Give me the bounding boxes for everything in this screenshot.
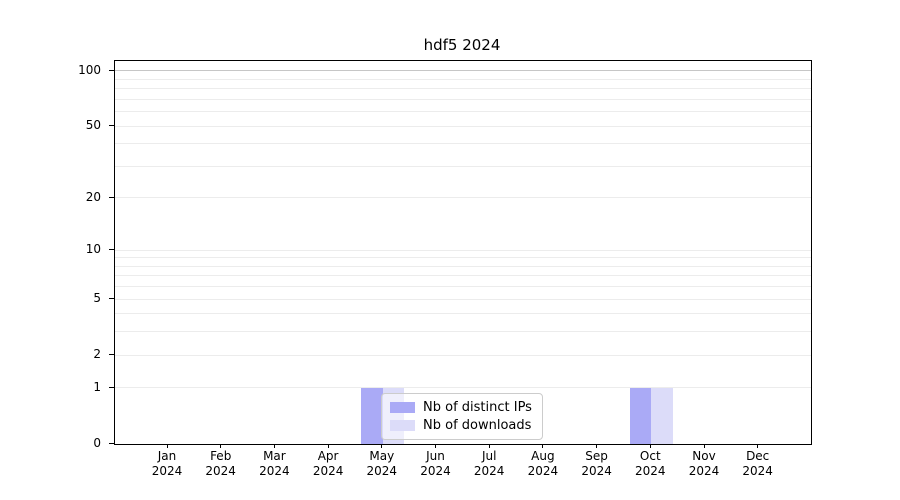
x-tick-label: Mar 2024: [247, 449, 301, 479]
x-tick-mark: [542, 444, 544, 448]
major-gridline: [115, 354, 811, 356]
x-tick-mark: [220, 444, 222, 448]
major-gridline: [115, 125, 811, 127]
minor-gridline: [115, 275, 811, 277]
y-tick-mark: [109, 125, 114, 127]
minor-gridline: [115, 286, 811, 288]
minor-gridline: [115, 257, 811, 259]
x-tick-label: Aug 2024: [516, 449, 570, 479]
legend-swatch-distinct-ips: [390, 402, 415, 413]
y-tick-mark: [109, 69, 114, 71]
minor-gridline: [115, 88, 811, 90]
x-tick-label: Jul 2024: [462, 449, 516, 479]
x-tick-year: 2024: [581, 464, 612, 478]
y-tick-label: 5: [93, 291, 101, 306]
major-gridline: [115, 387, 811, 389]
x-tick-mark: [381, 444, 383, 448]
x-tick-mark: [757, 444, 759, 448]
x-tick-year: 2024: [312, 464, 344, 478]
x-tick-year: 2024: [688, 464, 720, 478]
major-gridline: [115, 70, 811, 72]
legend-label-distinct-ips: Nb of distinct IPs: [423, 400, 532, 415]
legend-label-downloads: Nb of downloads: [423, 418, 532, 433]
x-tick-label: Apr 2024: [301, 449, 355, 479]
minor-gridline: [115, 265, 811, 267]
x-tick-mark: [488, 444, 490, 448]
x-tick-label: Nov 2024: [677, 449, 731, 479]
y-tick-label: 20: [85, 189, 101, 204]
chart-title: hdf5 2024: [423, 36, 501, 54]
bar-distinct-ips: [629, 387, 652, 444]
x-tick-label: Feb 2024: [194, 449, 248, 479]
x-tick-label: Sep 2024: [570, 449, 624, 479]
x-tick-mark: [703, 444, 705, 448]
x-tick-mark: [596, 444, 598, 448]
minor-gridline: [115, 143, 811, 145]
x-tick-year: 2024: [527, 464, 559, 478]
major-gridline: [115, 197, 811, 199]
y-tick-label: 50: [85, 118, 101, 133]
y-tick-label: 1: [93, 379, 101, 394]
legend-item-distinct-ips: Nb of distinct IPs: [390, 401, 532, 414]
y-tick-label: 100: [78, 62, 101, 77]
y-tick-mark: [109, 386, 114, 388]
x-tick-year: 2024: [366, 464, 398, 478]
y-tick-label: 10: [85, 242, 101, 257]
x-tick-mark: [273, 444, 275, 448]
major-gridline: [115, 249, 811, 251]
minor-gridline: [115, 331, 811, 333]
plot-area: Nb of distinct IPs Nb of downloads: [114, 60, 812, 445]
x-tick-label: Jun 2024: [409, 449, 463, 479]
x-tick-year: 2024: [420, 464, 451, 478]
y-tick-mark: [109, 249, 114, 251]
x-tick-year: 2024: [151, 464, 183, 478]
x-tick-label: May 2024: [355, 449, 409, 479]
x-tick-mark: [327, 444, 329, 448]
x-tick-mark: [649, 444, 651, 448]
x-tick-year: 2024: [205, 464, 236, 478]
y-tick-mark: [109, 298, 114, 300]
y-tick-mark: [109, 354, 114, 356]
x-tick-label: Jan 2024: [140, 449, 194, 479]
y-tick-label: 0: [93, 436, 101, 450]
x-tick-mark: [166, 444, 168, 448]
y-tick-mark: [109, 443, 114, 444]
legend-swatch-downloads: [390, 420, 415, 431]
x-tick-mark: [435, 444, 436, 448]
x-tick-year: 2024: [742, 464, 773, 478]
legend: Nb of distinct IPs Nb of downloads: [381, 393, 543, 440]
minor-gridline: [115, 111, 811, 113]
minor-gridline: [115, 98, 811, 100]
bar-distinct-ips: [361, 387, 383, 444]
x-tick-year: 2024: [635, 464, 666, 478]
x-tick-label: Oct 2024: [623, 449, 677, 479]
bar-downloads: [651, 387, 673, 444]
y-tick-mark: [109, 196, 114, 198]
minor-gridline: [115, 313, 811, 315]
minor-gridline: [115, 165, 811, 167]
x-tick-label: Dec 2024: [731, 449, 785, 479]
minor-gridline: [115, 78, 811, 80]
x-tick-year: 2024: [473, 464, 505, 478]
major-gridline: [115, 298, 811, 300]
y-tick-label: 2: [93, 347, 101, 362]
x-tick-year: 2024: [259, 464, 290, 478]
legend-item-downloads: Nb of downloads: [390, 419, 532, 432]
